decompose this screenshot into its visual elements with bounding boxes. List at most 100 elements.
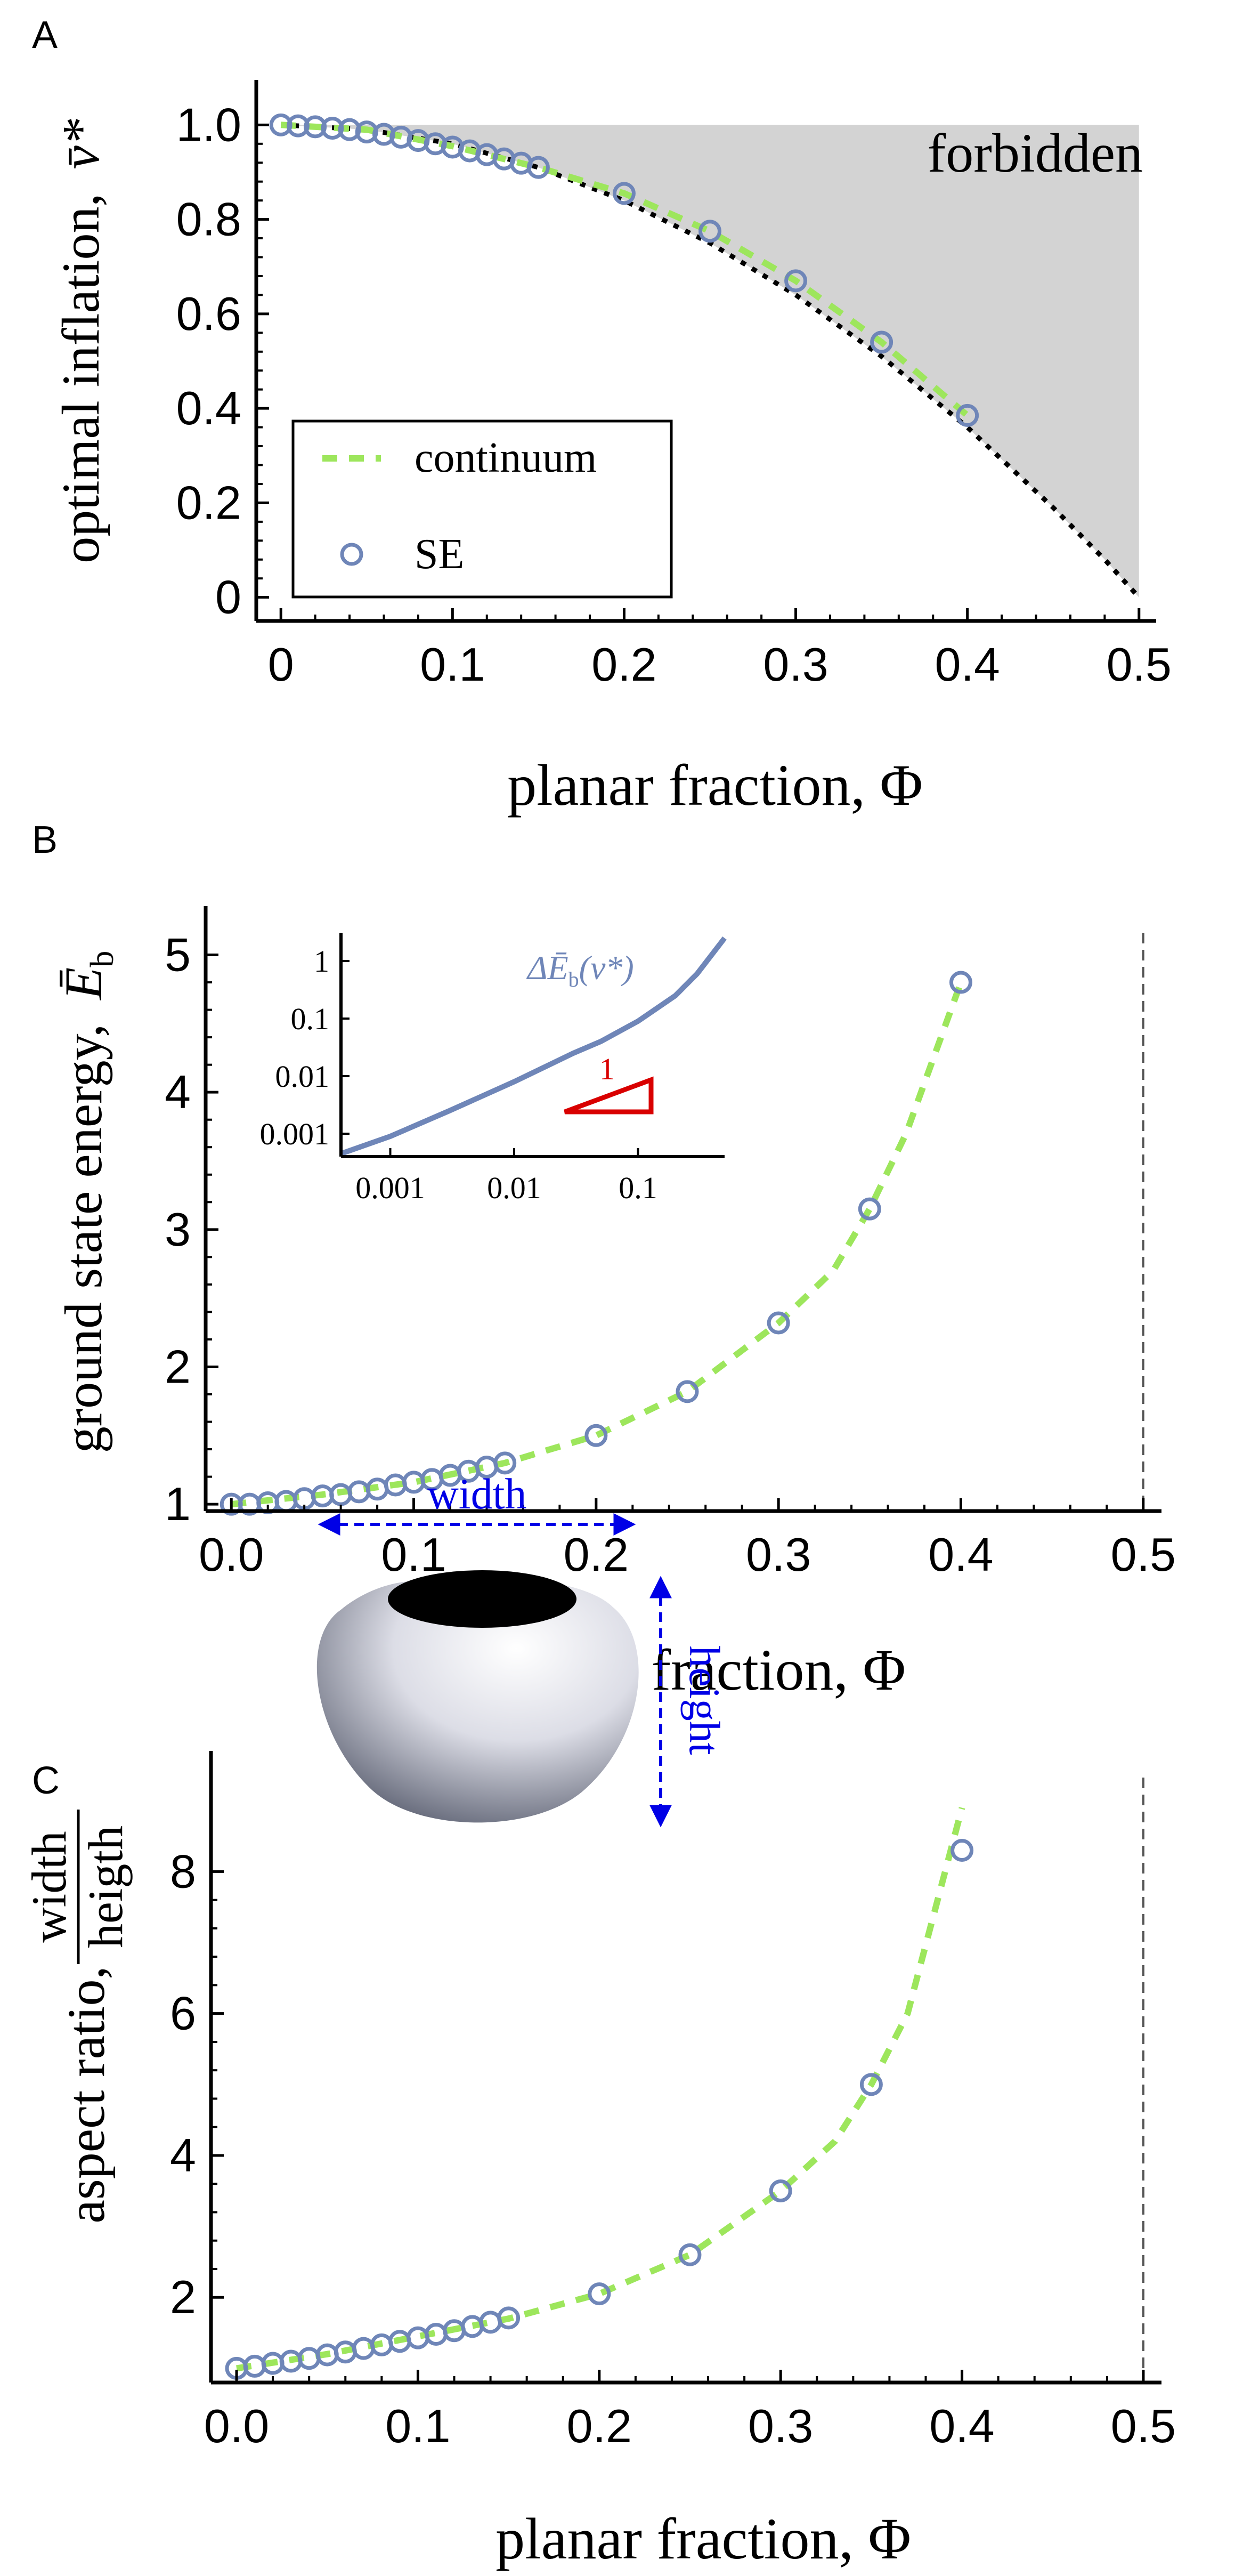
inset-x-tick-label: 0.1 [619, 1170, 657, 1205]
x-tick-label: 0.5 [1111, 2400, 1176, 2452]
se-points [269, 113, 979, 427]
inset-plot: 0.001 0.01 0.1 0.001 0.01 0.1 1 1 ΔĒb(v*) [260, 933, 727, 1205]
x-tick-label: 0.0 [199, 1528, 264, 1581]
inset-x-tick-label: 0.001 [355, 1170, 425, 1205]
x-tick-label: 0.3 [763, 638, 828, 691]
inset-y-tick-label: 0.1 [291, 1002, 330, 1036]
se-point [304, 115, 327, 139]
se-point [949, 971, 972, 994]
x-tick-label: 0.0 [204, 2400, 269, 2452]
se-point [678, 2243, 702, 2266]
y-axis-label: ground state energy, Ēb [54, 951, 120, 1453]
x-tick-label: 0.1 [385, 2400, 450, 2452]
x-tick-label: 0 [268, 638, 294, 691]
x-tick-label: 0.5 [1111, 1528, 1176, 1581]
y-tick-label: 5 [165, 928, 191, 981]
x-tick-label: 0.2 [564, 1528, 629, 1581]
bowl-opening [388, 1570, 576, 1628]
se-point [956, 403, 979, 427]
se-point [526, 156, 550, 179]
boundary-curve [280, 122, 1141, 599]
x-tick-label: 0.4 [928, 1528, 993, 1581]
svg-text:optimal inflation, v̄*: optimal inflation, v̄* [51, 119, 110, 563]
x-tick-label: 0.4 [929, 2400, 994, 2452]
y-tick-label: 8 [170, 1845, 196, 1897]
forbidden-label: forbidden [928, 123, 1143, 184]
se-point [612, 182, 636, 205]
bowl-inset: width height [316, 1469, 729, 1828]
se-point [858, 1197, 881, 1221]
se-point [698, 220, 721, 243]
se-point [321, 117, 344, 140]
inset-x-tick-label: 0.01 [487, 1170, 541, 1205]
panel-b-letter: B [32, 819, 58, 861]
se-points [220, 971, 972, 1516]
y-axis-label-subscript: b [84, 951, 120, 967]
se-point [859, 2073, 883, 2096]
y-tick-label: 1 [165, 1477, 191, 1530]
legend-se-label: SE [415, 531, 464, 578]
inset-axes: 0.001 0.01 0.1 0.001 0.01 0.1 1 [260, 933, 725, 1205]
inset-y-tick-label: 0.001 [260, 1117, 330, 1151]
panel-c: C 0.0 0.1 0.2 0.3 0.4 0.5 2 4 6 8 width height pl… [22, 1469, 1176, 2571]
se-points [225, 1838, 974, 2380]
se-point [497, 2306, 521, 2330]
legend-box [291, 419, 673, 599]
x-tick-label: 0.2 [567, 2400, 632, 2452]
se-point [676, 1380, 699, 1403]
se-point [767, 1311, 790, 1335]
inset-y-tick-label: 0.01 [275, 1059, 330, 1094]
x-tick-label: 0.3 [746, 1528, 811, 1581]
axes: 0.0 0.1 0.2 0.3 0.4 0.5 2 4 6 8 [170, 1751, 1176, 2452]
y-axis-label-symbol: v̄* [51, 119, 110, 169]
axes: 0.0 0.1 0.2 0.3 0.4 0.5 1 2 3 4 5 [165, 906, 1176, 1581]
x-tick-label: 0.4 [935, 638, 1000, 691]
se-point [870, 330, 893, 354]
y-tick-label: 6 [170, 1987, 196, 2040]
se-point [784, 269, 808, 293]
y-axis-label-fraction-num: width [22, 1831, 76, 1943]
x-tick-label: 0.2 [591, 638, 656, 691]
inset-curve [340, 936, 727, 1157]
y-axis-label-fraction-den: heigth [78, 1826, 133, 1948]
se-point [950, 1838, 974, 1862]
y-tick-label: 4 [170, 2129, 196, 2182]
x-tick-label: 0.3 [748, 2400, 813, 2452]
width-label: width [427, 1469, 527, 1518]
bowl-shape [316, 1581, 639, 1823]
inset-curve-label: ΔĒb(v*) [526, 949, 634, 991]
slope-triangle [564, 1076, 654, 1115]
y-axis-label-text: ground state energy, [54, 1024, 113, 1453]
y-tick-label: 0.4 [176, 382, 241, 434]
se-point [769, 2179, 792, 2203]
y-tick-label: 2 [165, 1340, 191, 1393]
y-axis-label-text: aspect ratio, [56, 1966, 116, 2223]
legend-se-marker [340, 543, 363, 566]
x-axis-label: planar fraction, Φ [495, 2506, 911, 2571]
y-axis-label-text: optimal inflation, [51, 193, 110, 563]
se-point [588, 2282, 611, 2306]
panel-c-letter: C [32, 1759, 60, 1802]
slope-label: 1 [599, 1052, 615, 1086]
x-tick-label: 0.1 [381, 1528, 446, 1581]
y-axis-label: aspect ratio, width heigth [22, 1810, 133, 2224]
se-point [286, 114, 310, 138]
se-point [584, 1424, 608, 1447]
legend: continuum SE [291, 419, 673, 599]
se-point [269, 113, 293, 136]
x-tick-label: 0.5 [1107, 638, 1172, 691]
se-point [493, 1451, 517, 1475]
continuum-line [280, 122, 970, 418]
continuum-line [236, 1807, 965, 2372]
y-axis-label: optimal inflation, v̄* [51, 119, 110, 563]
y-tick-label: 4 [165, 1065, 191, 1118]
x-tick-label: 0.1 [420, 638, 485, 691]
legend-continuum-label: continuum [415, 434, 597, 481]
inset-y-tick-label: 1 [314, 944, 329, 979]
x-axis-label: planar fraction, Φ [507, 753, 923, 818]
axes: 0 0.1 0.2 0.3 0.4 0.5 0 0.2 0.4 0.6 0.8 1.0 [176, 80, 1172, 691]
y-tick-label: 0.6 [176, 287, 241, 340]
panel-a: A forbidden 0 0.1 0.2 0.3 0.4 0.5 0 0.2 0.4 0.6 0.… [32, 14, 1172, 818]
